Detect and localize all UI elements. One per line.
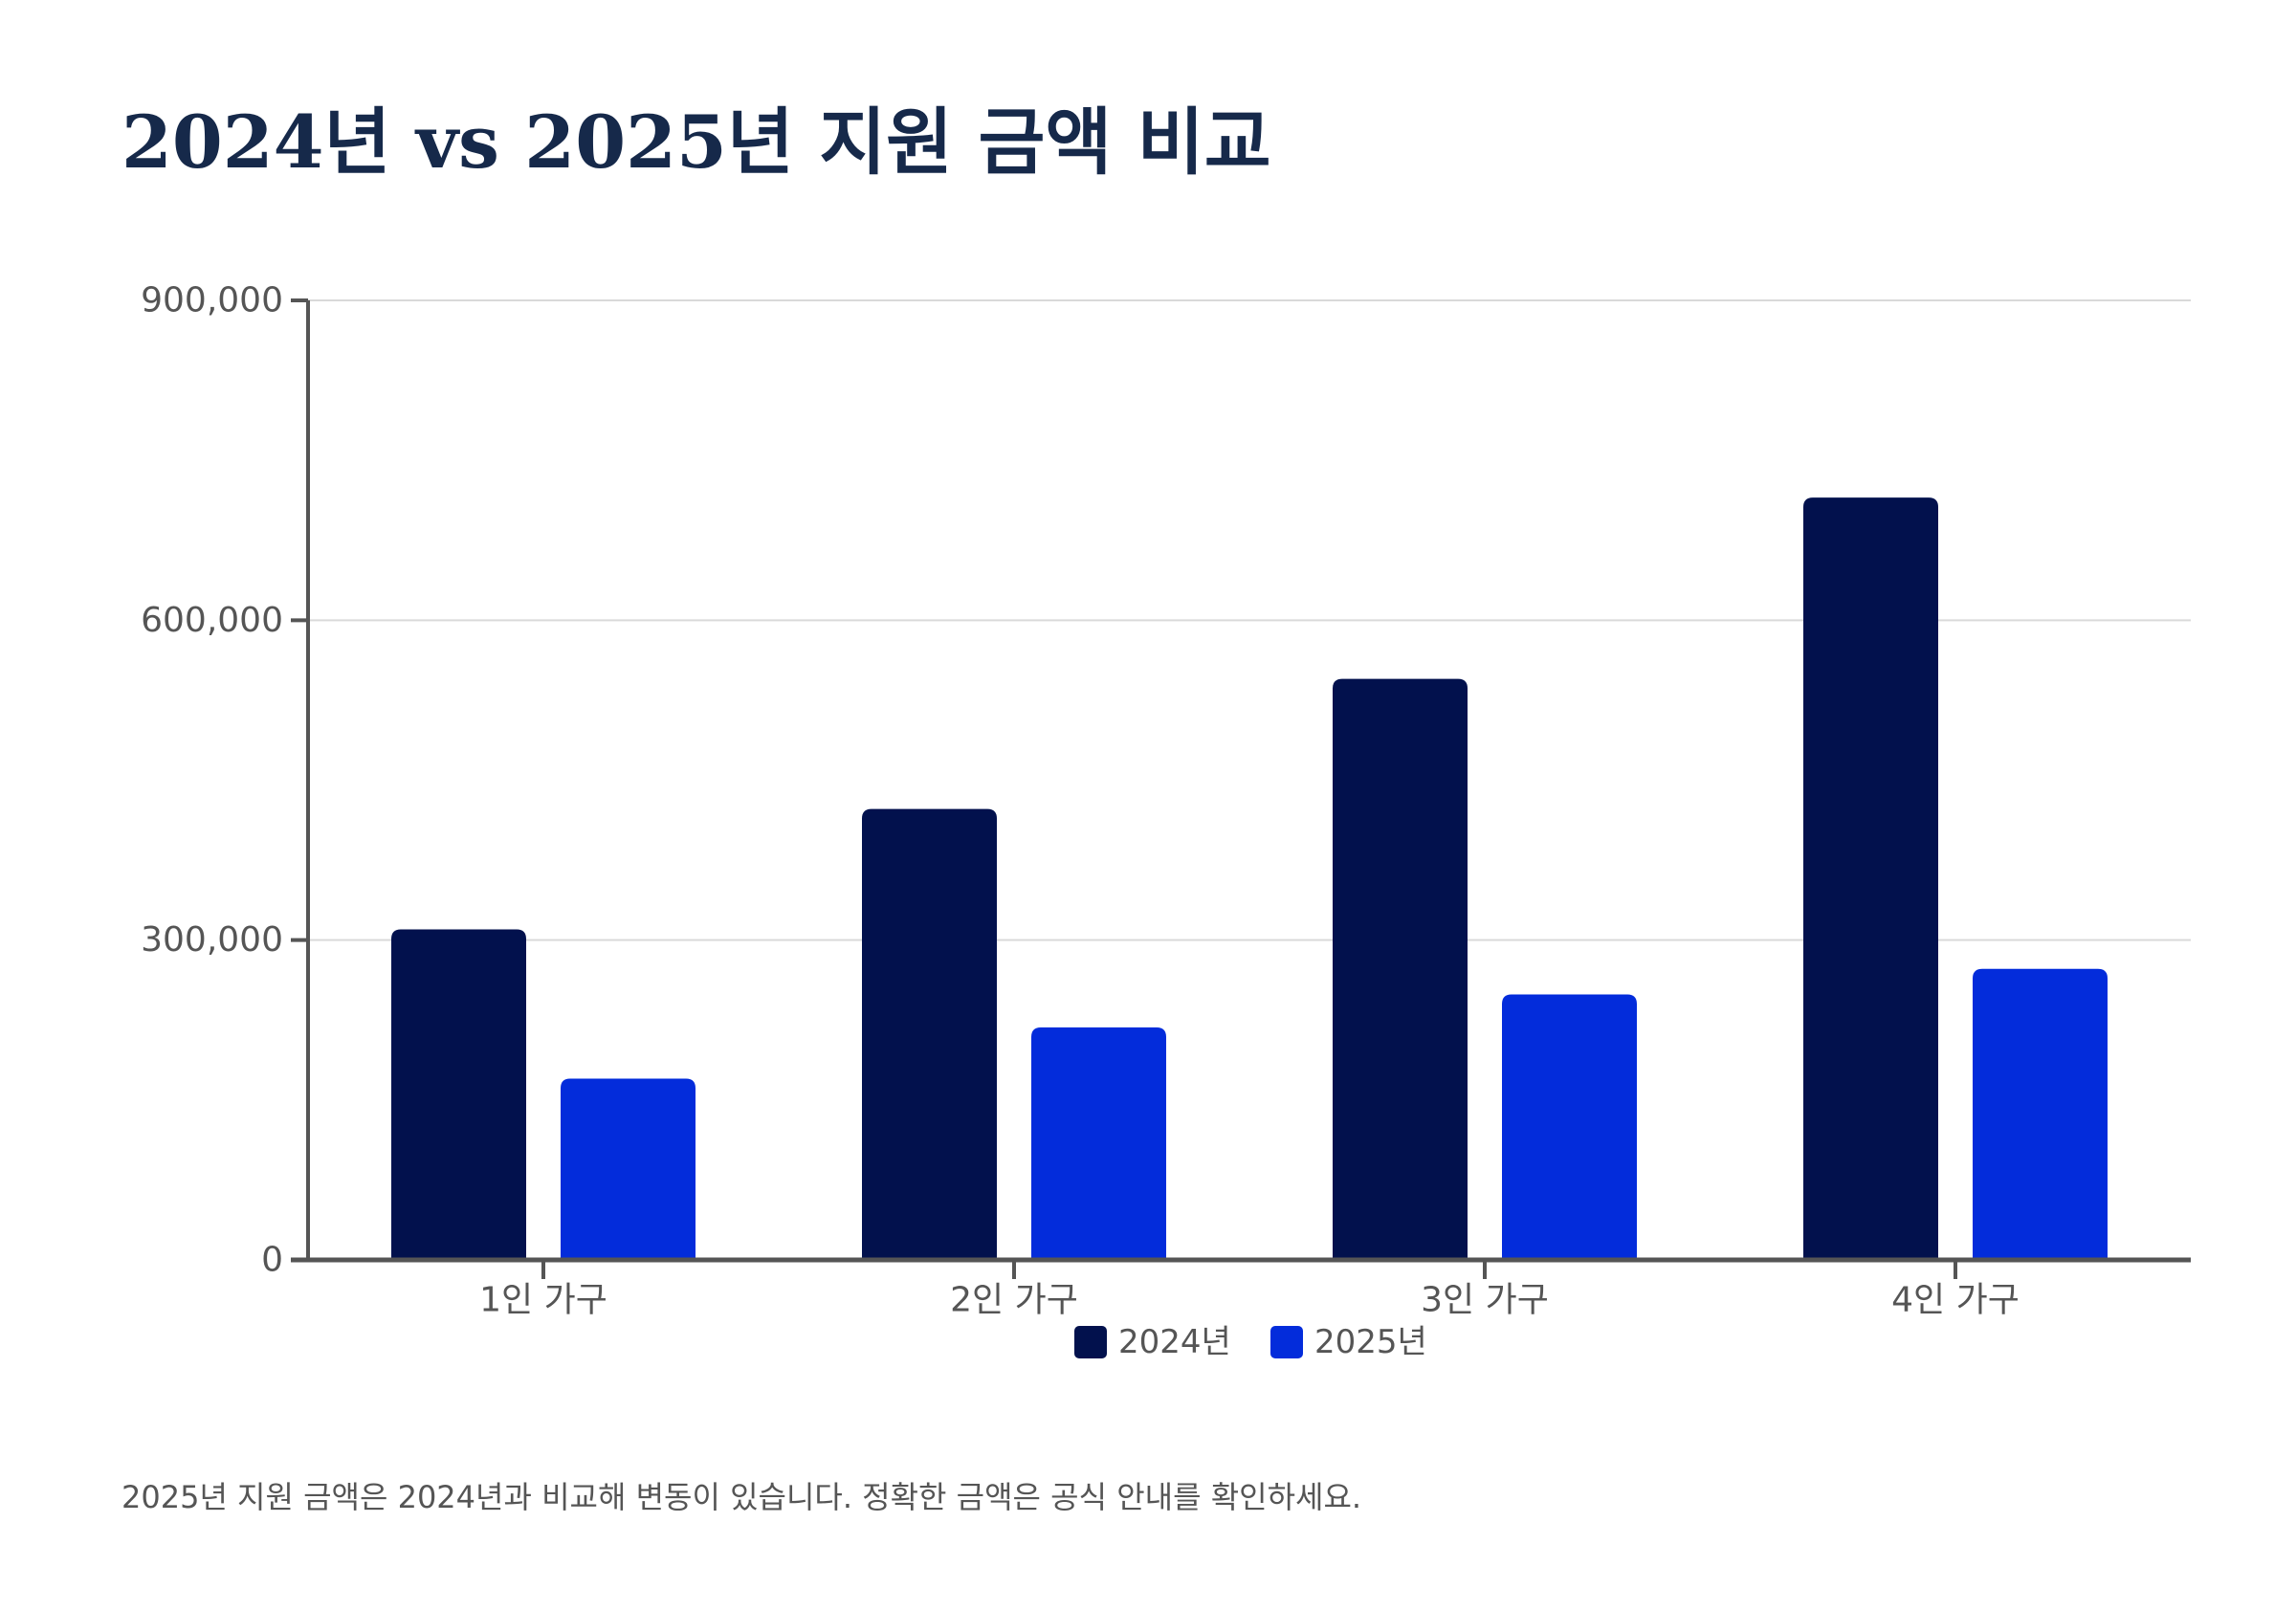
bar [1502,994,1637,1260]
y-tick-label: 900,000 [141,281,283,320]
legend-label: 2024년 [1118,1323,1231,1361]
y-tick-label: 300,000 [141,920,283,960]
bar [1973,968,2108,1260]
y-tick-label: 0 [261,1241,283,1280]
bar [1803,497,1938,1260]
x-tick-label: 4인 가구 [1891,1281,2020,1320]
bar [1333,678,1468,1260]
x-tick-label: 2인 가구 [950,1281,1078,1320]
x-axis-ticks: 1인 가구 2인 가구 3인 가구 4인 가구 [479,1260,2020,1320]
legend: 2024년 2025년 [1074,1323,1427,1361]
chart-title: 2024년 vs 2025년 지원 금액 비교 [121,99,1271,185]
bar [862,808,997,1260]
bar [1031,1027,1166,1260]
axes [291,300,2191,1263]
legend-swatch [1074,1326,1107,1358]
legend-swatch [1270,1326,1303,1358]
y-axis-ticks: 0 300,000 600,000 900,000 [141,281,308,1280]
footnote: 2025년 지원 금액은 2024년과 비교해 변동이 있습니다. 정확한 금액… [121,1479,1362,1515]
y-tick-label: 600,000 [141,601,283,640]
x-tick-label: 1인 가구 [479,1281,607,1320]
bars [391,497,2108,1260]
bar [561,1078,695,1260]
bar [391,929,526,1260]
legend-label: 2025년 [1314,1323,1427,1361]
x-tick-label: 3인 가구 [1421,1281,1549,1320]
